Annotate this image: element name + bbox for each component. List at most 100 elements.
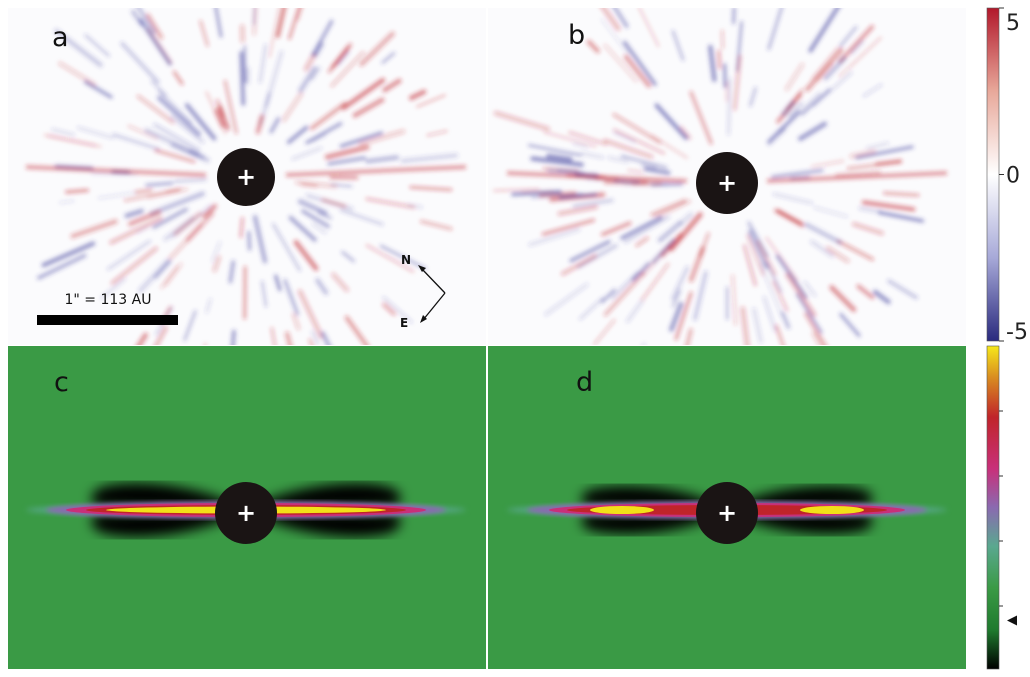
residual-streak [199, 19, 209, 47]
residual-streak [270, 327, 276, 345]
residual-streak [293, 239, 319, 271]
residual-streak [785, 272, 817, 318]
residual-streak [767, 8, 783, 51]
residual-streak [297, 199, 328, 216]
residual-streak [804, 311, 827, 345]
residual-streak [557, 204, 598, 216]
residual-streak [640, 163, 657, 169]
residual-streak [823, 56, 847, 81]
residual-streak [731, 8, 736, 25]
residual-streak [330, 51, 365, 88]
residual-streak [772, 280, 789, 312]
residual-streak [747, 229, 769, 270]
residual-streak [829, 285, 857, 313]
residual-streak [812, 71, 853, 107]
residual-streak [339, 208, 384, 226]
residual-streak [246, 230, 252, 251]
residual-streak [58, 61, 97, 87]
residual-streak [294, 180, 338, 189]
residual-streak [765, 260, 782, 293]
residual-streak [580, 151, 604, 159]
residual-streak [627, 169, 644, 174]
residual-streak [255, 114, 265, 135]
residual-streak [252, 214, 268, 264]
residual-streak [112, 133, 160, 151]
residual-streak [780, 311, 791, 329]
panel-a: a + 1" = 113 AU N E [8, 8, 486, 345]
residual-streak [309, 101, 347, 131]
colorbar-bottom-marker-arrow [1007, 615, 1017, 626]
residual-streak [313, 41, 325, 58]
residual-streak [727, 77, 732, 136]
residual-streak [674, 291, 693, 341]
residual-streak [811, 46, 839, 80]
residual-streak [622, 40, 657, 86]
colorbar-bottom [986, 345, 1017, 670]
residual-streak [811, 331, 824, 345]
residual-streak [152, 207, 189, 229]
residual-streak [100, 277, 126, 300]
residual-streak [866, 142, 889, 150]
residual-streak [136, 8, 157, 35]
residual-streak [626, 299, 644, 323]
residual-streak [205, 298, 212, 314]
residual-streak [124, 208, 144, 219]
residual-streak [172, 70, 184, 86]
residual-streak [311, 133, 327, 143]
residual-streak [771, 168, 824, 179]
residual-streak [778, 92, 821, 134]
residual-streak [288, 8, 301, 40]
residual-streak [138, 18, 172, 66]
residual-streak [202, 204, 218, 219]
residual-streak [91, 172, 138, 176]
residual-streak [800, 88, 831, 116]
residual-streak [239, 51, 246, 106]
residual-streak [600, 18, 630, 55]
residual-streak [252, 8, 258, 36]
residual-streak [154, 325, 168, 345]
residual-streak [310, 66, 321, 81]
residual-streak [327, 156, 367, 166]
compass-east: E [400, 316, 408, 330]
residual-midplane [285, 165, 467, 177]
residual-streak [579, 297, 604, 321]
residual-streak [150, 80, 168, 97]
residual-streak [784, 62, 805, 92]
residual-streak [164, 262, 183, 287]
residual-streak [759, 262, 783, 316]
residual-streak [37, 253, 87, 280]
residual-streak [173, 178, 207, 183]
residual-streak [239, 216, 245, 239]
residual-streak [545, 153, 573, 162]
panel-c-label: c [54, 367, 69, 398]
residual-streak [543, 131, 597, 148]
residual-streak [603, 271, 646, 317]
residual-streak [212, 255, 222, 273]
panel-a-center-marker: + [236, 163, 256, 191]
residual-streak [41, 241, 96, 268]
residual-streak [763, 296, 777, 332]
residual-streak [205, 91, 227, 135]
residual-streak [149, 191, 206, 216]
residual-midplane [766, 171, 948, 183]
residual-streak [815, 62, 834, 82]
residual-streak [324, 144, 370, 160]
residual-streak [776, 209, 804, 226]
residual-streak [586, 39, 600, 54]
residual-streak [283, 278, 300, 316]
residual-streak [671, 265, 690, 301]
colorbar-bottom-gradient [986, 345, 1000, 670]
residual-streak [851, 222, 884, 236]
residual-streak [311, 19, 334, 57]
residual-streak [611, 271, 640, 300]
residual-streak [887, 279, 918, 300]
residual-streak [685, 328, 693, 345]
residual-streak [184, 103, 217, 141]
residual-streak [127, 209, 162, 227]
residual-streak [157, 89, 193, 125]
residual-streak [862, 83, 883, 97]
residual-streak [765, 236, 799, 282]
residual-streak [288, 215, 317, 242]
residual-streak [136, 332, 149, 345]
